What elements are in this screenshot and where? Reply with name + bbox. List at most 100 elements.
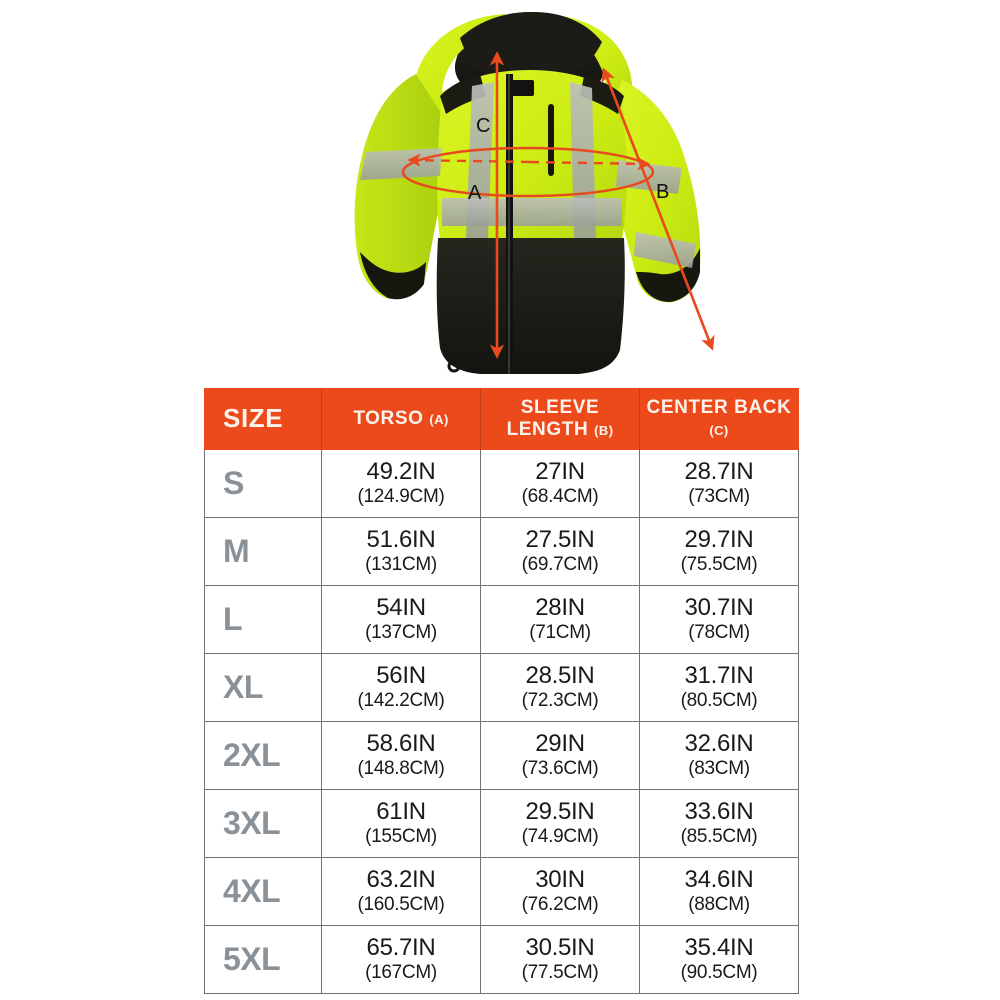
value-inches: 28IN bbox=[535, 594, 585, 622]
value-inches: 30.7IN bbox=[684, 594, 754, 622]
value-inches: 56IN bbox=[376, 662, 426, 690]
annotation-label-a: A bbox=[468, 182, 482, 204]
value-centimeters: (73CM) bbox=[688, 485, 750, 507]
value-inches: 29.5IN bbox=[525, 798, 595, 826]
value-inches: 27IN bbox=[535, 458, 585, 486]
table-row: 4XL 63.2IN (160.5CM) 30IN (76.2CM) 34.6I… bbox=[204, 857, 799, 926]
table-header-row: SIZE TORSO (A) SLEEVE LENGTH (B) CENTER … bbox=[204, 388, 799, 450]
cell-torso: 65.7IN (167CM) bbox=[321, 925, 481, 994]
value-centimeters: (160.5CM) bbox=[357, 893, 445, 915]
table-header: SIZE TORSO (A) SLEEVE LENGTH (B) CENTER … bbox=[204, 388, 799, 450]
value-centimeters: (74.9CM) bbox=[521, 825, 599, 847]
value-inches: 49.2IN bbox=[366, 458, 436, 486]
cell-center-back: 34.6IN (88CM) bbox=[639, 857, 799, 926]
value-centimeters: (73.6CM) bbox=[521, 757, 599, 779]
column-header-size: SIZE bbox=[204, 388, 322, 450]
value-inches: 28.5IN bbox=[525, 662, 595, 690]
table-body: S 49.2IN (124.9CM) 27IN (68.4CM) 28.7IN … bbox=[204, 449, 799, 994]
cell-size: 3XL bbox=[204, 789, 322, 858]
cell-center-back: 35.4IN (90.5CM) bbox=[639, 925, 799, 994]
table-row: S 49.2IN (124.9CM) 27IN (68.4CM) 28.7IN … bbox=[204, 449, 799, 518]
cell-size: XL bbox=[204, 653, 322, 722]
cell-sleeve-length: 29IN (73.6CM) bbox=[480, 721, 640, 790]
value-inches: 29IN bbox=[535, 730, 585, 758]
annotation-a-ellipse bbox=[401, 146, 655, 198]
value-centimeters: (75.5CM) bbox=[680, 553, 758, 575]
cell-size: 2XL bbox=[204, 721, 322, 790]
annotation-label-b: B bbox=[656, 181, 669, 203]
cell-size: S bbox=[204, 449, 322, 518]
cell-center-back: 32.6IN (83CM) bbox=[639, 721, 799, 790]
value-inches: 58.6IN bbox=[366, 730, 436, 758]
value-inches: 29.7IN bbox=[684, 526, 754, 554]
cell-sleeve-length: 28.5IN (72.3CM) bbox=[480, 653, 640, 722]
cell-torso: 63.2IN (160.5CM) bbox=[321, 857, 481, 926]
value-centimeters: (167CM) bbox=[365, 961, 437, 983]
value-inches: 28.7IN bbox=[684, 458, 754, 486]
column-header-torso: TORSO (A) bbox=[321, 388, 481, 450]
table-row: L 54IN (137CM) 28IN (71CM) 30.7IN (78CM) bbox=[204, 585, 799, 654]
column-header-torso-label: TORSO bbox=[353, 408, 424, 430]
value-inches: 51.6IN bbox=[366, 526, 436, 554]
value-centimeters: (77.5CM) bbox=[521, 961, 599, 983]
value-inches: 32.6IN bbox=[684, 730, 754, 758]
cell-center-back: 31.7IN (80.5CM) bbox=[639, 653, 799, 722]
value-inches: 54IN bbox=[376, 594, 426, 622]
cell-torso: 54IN (137CM) bbox=[321, 585, 481, 654]
column-header-sleeve-length-label: SLEEVE LENGTH bbox=[506, 397, 600, 440]
cell-size: L bbox=[204, 585, 322, 654]
value-centimeters: (76.2CM) bbox=[521, 893, 599, 915]
measurement-annotations: C A B bbox=[401, 51, 715, 359]
value-inches: 63.2IN bbox=[366, 866, 436, 894]
value-inches: 27.5IN bbox=[525, 526, 595, 554]
cell-sleeve-length: 30IN (76.2CM) bbox=[480, 857, 640, 926]
cell-sleeve-length: 28IN (71CM) bbox=[480, 585, 640, 654]
column-header-sleeve-length: SLEEVE LENGTH (B) bbox=[480, 388, 640, 450]
cell-sleeve-length: 27IN (68.4CM) bbox=[480, 449, 640, 518]
table-row: XL 56IN (142.2CM) 28.5IN (72.3CM) 31.7IN… bbox=[204, 653, 799, 722]
cell-torso: 56IN (142.2CM) bbox=[321, 653, 481, 722]
cell-torso: 58.6IN (148.8CM) bbox=[321, 721, 481, 790]
value-centimeters: (83CM) bbox=[688, 757, 750, 779]
value-centimeters: (148.8CM) bbox=[357, 757, 445, 779]
cell-size: 4XL bbox=[204, 857, 322, 926]
value-inches: 61IN bbox=[376, 798, 426, 826]
column-header-center-back-key: (C) bbox=[709, 423, 729, 438]
value-centimeters: (80.5CM) bbox=[680, 689, 758, 711]
value-centimeters: (69.7CM) bbox=[521, 553, 599, 575]
value-centimeters: (88CM) bbox=[688, 893, 750, 915]
value-inches: 30.5IN bbox=[525, 934, 595, 962]
column-header-size-label: SIZE bbox=[223, 403, 284, 434]
cell-size: M bbox=[204, 517, 322, 586]
column-header-torso-key: (A) bbox=[429, 412, 449, 428]
cell-torso: 61IN (155CM) bbox=[321, 789, 481, 858]
value-centimeters: (137CM) bbox=[365, 621, 437, 643]
cell-center-back: 29.7IN (75.5CM) bbox=[639, 517, 799, 586]
table-row: 5XL 65.7IN (167CM) 30.5IN (77.5CM) 35.4I… bbox=[204, 925, 799, 994]
value-centimeters: (131CM) bbox=[365, 553, 437, 575]
cell-size: 5XL bbox=[204, 925, 322, 994]
annotation-b-arrow bbox=[601, 67, 715, 351]
annotation-label-c: C bbox=[476, 115, 490, 137]
column-header-center-back: CENTER BACK (C) bbox=[639, 388, 799, 450]
value-centimeters: (85.5CM) bbox=[680, 825, 758, 847]
value-centimeters: (124.9CM) bbox=[357, 485, 445, 507]
value-centimeters: (90.5CM) bbox=[680, 961, 758, 983]
product-figure: C A B bbox=[330, 0, 730, 385]
cell-torso: 51.6IN (131CM) bbox=[321, 517, 481, 586]
value-centimeters: (78CM) bbox=[688, 621, 750, 643]
value-inches: 31.7IN bbox=[684, 662, 754, 690]
value-inches: 35.4IN bbox=[684, 934, 754, 962]
value-centimeters: (155CM) bbox=[365, 825, 437, 847]
value-centimeters: (72.3CM) bbox=[521, 689, 599, 711]
value-inches: 30IN bbox=[535, 866, 585, 894]
value-centimeters: (71CM) bbox=[529, 621, 591, 643]
value-centimeters: (68.4CM) bbox=[521, 485, 599, 507]
cell-center-back: 33.6IN (85.5CM) bbox=[639, 789, 799, 858]
value-inches: 65.7IN bbox=[366, 934, 436, 962]
cell-sleeve-length: 27.5IN (69.7CM) bbox=[480, 517, 640, 586]
table-row: 3XL 61IN (155CM) 29.5IN (74.9CM) 33.6IN … bbox=[204, 789, 799, 858]
column-header-sleeve-length-key: (B) bbox=[594, 423, 614, 438]
cell-center-back: 28.7IN (73CM) bbox=[639, 449, 799, 518]
